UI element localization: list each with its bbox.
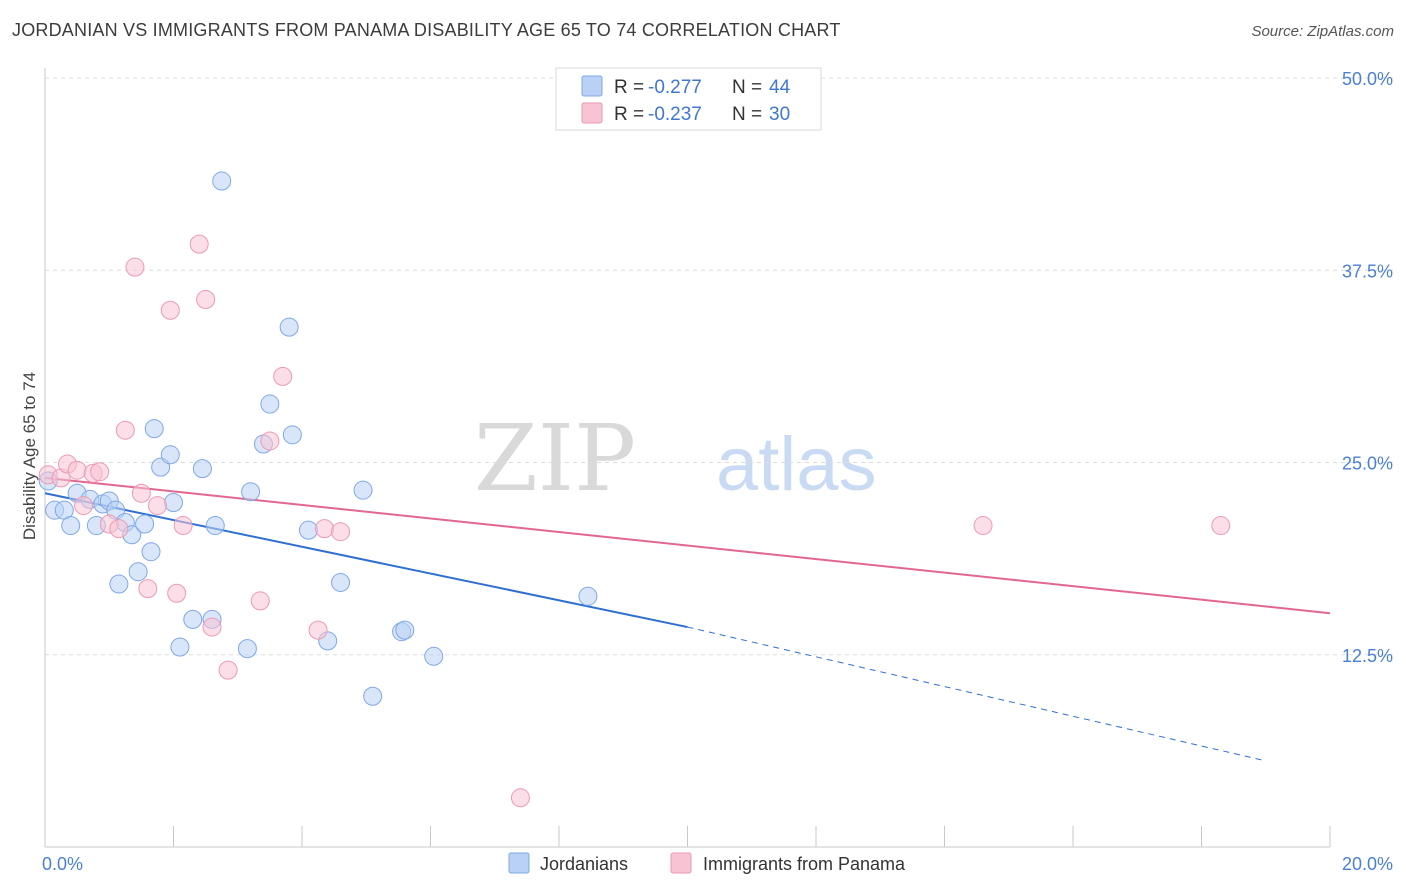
- data-point-panama: [314, 519, 334, 539]
- data-point-jordanian: [205, 516, 225, 536]
- data-point-jordanian: [183, 609, 203, 629]
- legend-n-label: N =: [732, 77, 762, 98]
- data-point-panama: [90, 462, 110, 482]
- series-legend: Jordanians Immigrants from Panama: [508, 852, 906, 874]
- data-point-jordanian: [260, 394, 280, 414]
- data-point-panama: [1211, 516, 1231, 536]
- trend-lines: [44, 476, 1331, 762]
- data-point-jordanian: [353, 480, 373, 500]
- data-point-panama: [147, 496, 167, 516]
- data-point-jordanian: [282, 425, 302, 445]
- y-tick-label: 12.5%: [1342, 646, 1393, 666]
- legend-swatch-pink: [581, 102, 603, 124]
- legend-swatch-blue: [581, 75, 603, 97]
- data-point-jordanian: [279, 317, 299, 337]
- trend-line-panama: [44, 476, 1331, 615]
- data-point-panama: [138, 579, 158, 599]
- data-point-jordanian: [424, 646, 444, 666]
- legend-r-label: R =: [614, 77, 644, 98]
- data-point-panama: [273, 366, 293, 386]
- data-point-jordanian: [363, 686, 383, 706]
- legend-jordanians: Jordanians: [540, 854, 628, 874]
- data-point-panama: [250, 591, 270, 611]
- data-point-panama: [973, 516, 993, 536]
- data-point-jordanian: [237, 639, 257, 659]
- data-point-panama: [67, 460, 87, 480]
- data-point-jordanian: [144, 419, 164, 439]
- data-point-jordanian: [109, 574, 129, 594]
- legend-swatch-panama: [670, 852, 692, 874]
- data-point-panama: [131, 483, 151, 503]
- y-tick-labels: 12.5% 25.0% 37.5% 50.0%: [1342, 69, 1393, 666]
- trend-line-jordanians-extension: [687, 626, 1266, 762]
- x-tick-labels: 0.0% 20.0%: [42, 854, 1393, 874]
- y-axis-label: Disability Age 65 to 74: [20, 372, 39, 540]
- data-point-panama: [218, 660, 238, 680]
- legend-swatch-jordanians: [508, 852, 530, 874]
- grid-lines: [45, 77, 1395, 656]
- correlation-legend: R = -0.277 N = 44 R = -0.237 N = 30: [555, 67, 822, 131]
- data-point-panama: [202, 617, 222, 637]
- y-tick-label: 37.5%: [1342, 261, 1393, 281]
- legend-panama: Immigrants from Panama: [703, 854, 906, 874]
- data-point-panama: [167, 583, 187, 603]
- data-point-jordanian: [331, 572, 351, 592]
- series-immigrants-from-panama: [38, 234, 1231, 808]
- data-point-panama: [74, 496, 94, 516]
- axes: [44, 68, 1331, 848]
- x-tick-label: 0.0%: [42, 854, 83, 874]
- data-point-jordanian: [192, 459, 212, 479]
- legend-n-label: N =: [732, 104, 762, 125]
- source-label: Source: ZipAtlas.com: [1251, 23, 1394, 40]
- data-point-panama: [125, 257, 145, 277]
- data-point-jordanian: [61, 516, 81, 536]
- data-point-jordanian: [164, 492, 183, 512]
- trend-line-jordanians: [44, 492, 688, 629]
- data-point-panama: [189, 234, 209, 254]
- watermark-zip: ZIP: [474, 405, 636, 512]
- data-point-panama: [115, 420, 135, 440]
- data-point-jordanian: [170, 637, 190, 657]
- legend-r-value: -0.237: [648, 104, 702, 125]
- data-point-panama: [173, 516, 193, 536]
- data-point-jordanian: [578, 586, 598, 606]
- data-point-jordanian: [395, 620, 415, 640]
- y-tick-label: 25.0%: [1342, 454, 1393, 474]
- chart-title: JORDANIAN VS IMMIGRANTS FROM PANAMA DISA…: [12, 20, 841, 40]
- data-point-jordanian: [135, 514, 155, 534]
- watermark-atlas: atlas: [716, 422, 877, 507]
- data-point-jordanian: [160, 445, 180, 465]
- data-point-jordanian: [128, 562, 148, 582]
- data-point-panama: [109, 519, 129, 539]
- data-point-panama: [510, 788, 530, 808]
- data-point-panama: [196, 289, 216, 309]
- legend-r-value: -0.277: [648, 77, 702, 98]
- data-point-jordanian: [212, 171, 232, 191]
- legend-n-value: 30: [769, 104, 790, 125]
- data-point-jordanian: [141, 542, 161, 562]
- x-tick-label: 20.0%: [1342, 854, 1393, 874]
- legend-n-value: 44: [769, 77, 791, 98]
- data-point-panama: [260, 431, 280, 451]
- legend-r-label: R =: [614, 104, 644, 125]
- watermark: ZIP atlas: [474, 405, 877, 512]
- data-point-panama: [160, 300, 180, 320]
- data-point-panama: [308, 620, 328, 640]
- data-point-jordanian: [298, 520, 318, 540]
- data-point-jordanian: [241, 482, 261, 502]
- data-point-panama: [331, 522, 351, 542]
- y-tick-label: 50.0%: [1342, 69, 1393, 89]
